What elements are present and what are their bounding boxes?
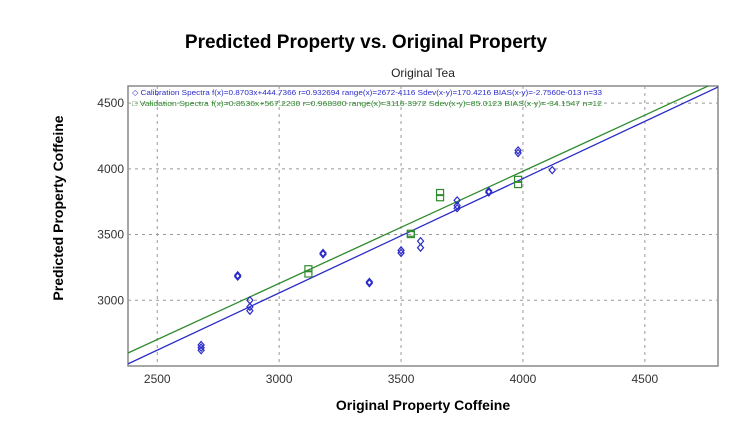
y-tick-label: 3000	[97, 293, 124, 307]
x-tick-label: 2500	[144, 372, 171, 386]
legend-entry: □ Validation Spectra f(x)=0.8536x+567.22…	[132, 99, 602, 108]
validation-point	[513, 180, 523, 189]
validation-point	[304, 265, 313, 273]
x-tick-label: 3000	[266, 372, 293, 386]
calibration-point	[514, 145, 522, 155]
calibration-point	[197, 345, 205, 355]
x-axis-label: Original Property Coffeine	[335, 397, 511, 413]
calibration-point	[246, 306, 254, 316]
calibration-point	[246, 302, 254, 312]
validation-point	[304, 270, 313, 278]
chart-subtitle: Original Tea	[391, 66, 455, 80]
y-tick-label: 4000	[97, 162, 124, 176]
y-tick-label: 4500	[97, 96, 124, 110]
calibration-point	[319, 248, 327, 258]
calibration-point	[453, 203, 461, 213]
fit-line	[128, 86, 710, 354]
calibration-point	[319, 249, 327, 259]
fit-line	[128, 86, 718, 365]
calibration-point	[365, 277, 374, 287]
x-tick-label: 4500	[632, 372, 659, 386]
validation-point	[435, 194, 445, 202]
x-tick-label: 3500	[388, 372, 415, 386]
calibration-point	[416, 243, 425, 253]
calibration-point	[397, 245, 405, 255]
calibration-point	[233, 270, 242, 280]
chart-title: Predicted Property vs. Original Property	[184, 32, 548, 53]
calibration-point	[397, 248, 405, 258]
validation-point	[513, 175, 523, 183]
validation-point	[435, 188, 445, 197]
calibration-point	[548, 165, 557, 175]
legend-entry: ◇ Calibration Spectra f(x)=0.8703x+444.7…	[132, 88, 602, 97]
calibration-point	[233, 272, 242, 282]
calibration-point	[197, 340, 205, 350]
validation-point	[406, 230, 415, 239]
calibration-point	[453, 201, 461, 211]
y-tick-label: 3500	[97, 228, 124, 242]
calibration-point	[485, 188, 493, 197]
calibration-point	[365, 278, 374, 288]
calibration-point	[514, 148, 522, 158]
calibration-point	[485, 186, 493, 196]
x-tick-label: 4000	[510, 372, 537, 386]
